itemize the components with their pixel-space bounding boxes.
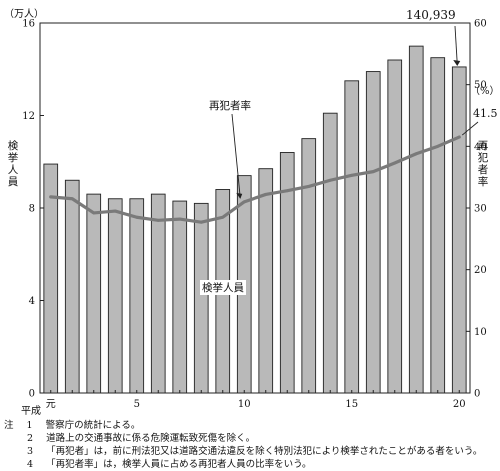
line-point — [242, 200, 246, 204]
line-point — [371, 170, 375, 174]
bar — [301, 138, 317, 394]
left-axis-label: 検挙人員 — [7, 140, 19, 188]
note-text: 警察庁の統計による。 — [45, 420, 141, 431]
bar — [129, 198, 145, 394]
x-axis-tick-label: 20 — [453, 399, 466, 410]
note-num: 4 — [27, 459, 34, 470]
bar — [64, 179, 80, 394]
x-axis-tick-label: 5 — [134, 399, 140, 410]
notes-prefix: 注 — [4, 420, 14, 431]
line-last-annotation: 41.5 — [473, 107, 498, 120]
bar — [430, 57, 446, 394]
left-axis-tick-label: 8 — [29, 204, 35, 215]
note-num: 1 — [26, 420, 33, 431]
bar — [365, 71, 381, 394]
left-axis-tick-label: 4 — [29, 296, 35, 307]
bar — [107, 198, 123, 394]
line-point — [135, 215, 139, 219]
x-axis-tick-label: 10 — [238, 399, 251, 410]
right-axis-tick-label: 30 — [474, 204, 487, 215]
line-series-label: 再犯者率 — [209, 100, 251, 112]
bar — [408, 45, 424, 394]
right-axis-tick-label: 60 — [474, 19, 487, 30]
line-point — [113, 209, 117, 213]
line-point — [49, 195, 53, 199]
left-axis-unit: （万人） — [4, 9, 44, 20]
x-era-label: 平成 — [21, 406, 41, 417]
bar — [387, 59, 403, 394]
note-num: 3 — [27, 446, 34, 457]
right-axis-tick-label: 50 — [474, 80, 487, 91]
bar — [172, 200, 188, 394]
line-label-leader — [231, 113, 241, 198]
left-axis-tick-label: 0 — [29, 389, 35, 400]
note-line-1: 注 1 警察庁の統計による。 — [4, 419, 140, 432]
note-line-4: 4 「再犯者率」は，検挙人員に占める再犯者人員の比率をいう。 — [4, 458, 312, 471]
line-point — [436, 144, 440, 148]
bar-annotation-arrowhead — [453, 59, 461, 66]
line-point — [221, 215, 225, 219]
bar — [150, 193, 166, 394]
x-axis-tick-label: 元 — [46, 399, 56, 410]
x-axis-tick-label: 15 — [345, 399, 358, 410]
line-series-path — [49, 135, 461, 224]
line-point — [285, 189, 289, 193]
note-line-2: 2 道路上の交通事故に係る危険運転致死傷を除く。 — [4, 432, 255, 445]
note-text: 道路上の交通事故に係る危険運転致死傷を除く。 — [46, 433, 256, 444]
bar — [322, 112, 338, 394]
line-point — [70, 197, 74, 201]
plot-frame — [39, 22, 471, 394]
line-label-arrowhead — [236, 192, 243, 199]
right-axis-tick-label: 20 — [474, 265, 487, 276]
right-axis-tick-label: 40 — [474, 142, 487, 153]
line-point — [156, 218, 160, 222]
line-point — [178, 217, 182, 221]
line-point — [393, 161, 397, 165]
right-axis-label: 再犯者率 — [477, 140, 489, 188]
right-axis-tick-label: 0 — [474, 389, 480, 400]
left-axis-tick-label: 16 — [22, 19, 35, 30]
left-axis-tick-label: 12 — [22, 111, 35, 122]
bar — [193, 202, 209, 394]
line-point — [328, 178, 332, 182]
right-axis-tick-label: 10 — [474, 327, 487, 338]
right-axis-unit: （%） — [470, 86, 500, 97]
bar-annotation-leader — [454, 25, 458, 64]
note-text: 「再犯者率」は，検挙人員に占める再犯者人員の比率をいう。 — [46, 459, 312, 470]
line-point — [92, 211, 96, 215]
line-annotation-leader — [461, 121, 479, 136]
bar — [258, 168, 274, 394]
bar — [344, 80, 360, 394]
note-line-3: 3 「再犯者」は，前に刑法犯又は道路交通法違反を除く特別法犯により検挙されたこと… — [4, 445, 482, 458]
bar-series-label: 検挙人員 — [200, 280, 246, 295]
bar — [86, 193, 102, 394]
note-num: 2 — [27, 433, 34, 444]
line-point — [350, 173, 354, 177]
line-point — [264, 193, 268, 196]
line-point — [307, 185, 311, 188]
line-point — [199, 220, 203, 224]
line-point — [457, 135, 461, 139]
bar — [451, 66, 467, 394]
note-text: 「再犯者」は，前に刑法犯又は道路交通法違反を除く特別法犯により検挙されたことがあ… — [46, 446, 483, 457]
line-point — [414, 152, 418, 156]
bar-last-annotation: 140,939 — [406, 8, 456, 22]
